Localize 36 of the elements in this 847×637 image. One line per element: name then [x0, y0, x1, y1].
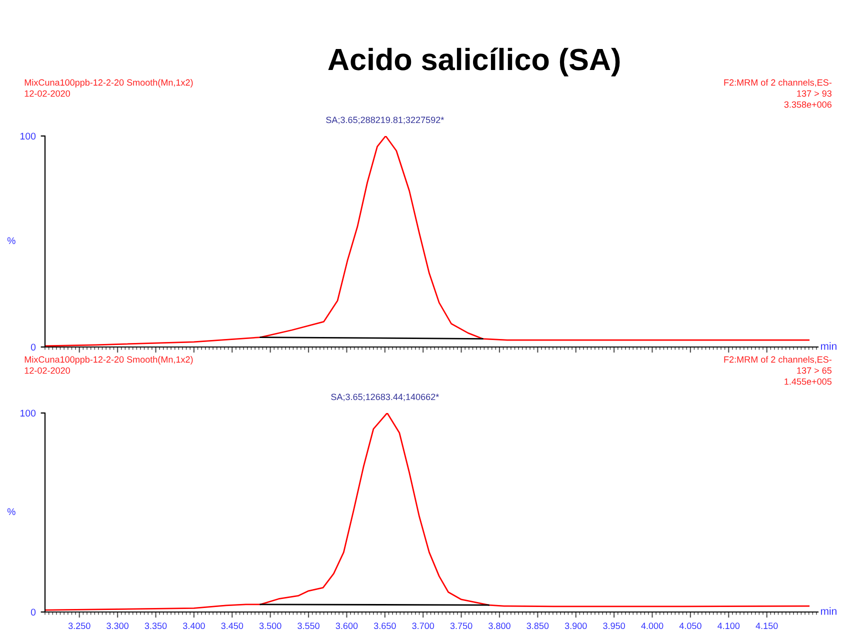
x-tick-label: 4.000 — [641, 622, 664, 630]
x-tick-label: 4.100 — [718, 622, 740, 630]
y-tick-label: 0 — [30, 608, 36, 616]
x-tick-label: 3.500 — [259, 622, 282, 630]
text: F2:MRM of 2 channels,ES- 137 > 93 3.358e+006 — [724, 79, 832, 108]
y-tick-label: 100 — [20, 132, 36, 140]
x-tick-label: 3.950 — [603, 622, 625, 630]
x-tick-label: 4.150 — [756, 622, 778, 630]
x-tick-label: 3.400 — [182, 622, 205, 630]
chart-title: Acido salicílico (SA) — [328, 48, 620, 76]
x-tick-label: 3.600 — [336, 622, 358, 630]
line-series — [45, 413, 810, 611]
x-tick-label: 3.700 — [412, 622, 434, 630]
x-tick-label: 3.550 — [298, 622, 320, 630]
annotation: SA;3.65;288219.81;3227592* — [326, 116, 444, 124]
x-tick-label: 3.850 — [526, 622, 549, 630]
x-tick-label: 3.350 — [144, 622, 167, 630]
x-tick-label: 3.250 — [68, 622, 90, 630]
x-axis-title: min — [821, 342, 836, 350]
x-tick-label: 3.300 — [106, 622, 129, 630]
text: F2:MRM of 2 channels,ES- 137 > 65 1.455e+005 — [724, 356, 832, 385]
text: MixCuna100ppb-12-2-20 Smooth(Mn,1x2) 12-02-2020 — [24, 79, 193, 97]
x-tick-label: 3.450 — [221, 622, 244, 630]
y-tick-label: 100 — [20, 410, 36, 417]
y-axis-title: % — [7, 508, 16, 516]
line-series — [45, 136, 810, 347]
x-axis-title: min — [821, 607, 836, 615]
x-tick-label: 3.750 — [450, 622, 472, 630]
text: MixCuna100ppb-12-2-20 Smooth(Mn,1x2) 12-02-2020 — [24, 356, 193, 374]
x-tick-label: 4.050 — [679, 622, 702, 630]
x-tick-label: 3.900 — [564, 622, 587, 630]
y-tick-label: 0 — [30, 344, 36, 351]
annotation: SA;3.65;12683.44;140662* — [331, 394, 439, 402]
x-tick-label: 3.800 — [488, 622, 510, 630]
y-axis-title: % — [7, 237, 16, 244]
x-tick-label: 3.650 — [374, 622, 396, 630]
